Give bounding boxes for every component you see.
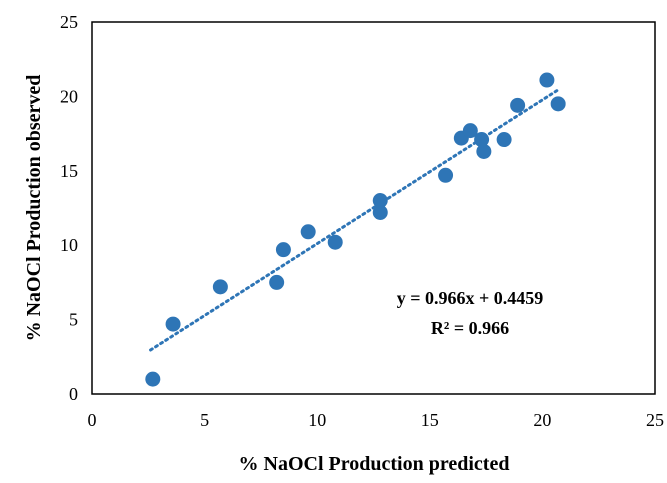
y-tick-label: 20 (60, 86, 78, 106)
y-tick-label: 10 (60, 235, 78, 255)
data-point (212, 279, 228, 295)
x-tick-label: 10 (308, 410, 326, 430)
data-point (474, 132, 490, 148)
x-axis-title: % NaOCl Production predicted (239, 453, 510, 475)
trendline-equation: y = 0.966x + 0.4459 (397, 288, 544, 308)
r-squared-label: R² = 0.966 (431, 318, 509, 338)
y-tick-label: 0 (69, 384, 78, 404)
x-tick-label: 5 (200, 410, 209, 430)
trendline (149, 88, 560, 352)
data-points (145, 72, 566, 387)
data-point (275, 242, 291, 258)
data-point (438, 167, 454, 183)
y-tick-label: 25 (60, 12, 78, 32)
x-tick-label: 15 (421, 410, 439, 430)
y-tick-label: 5 (69, 310, 78, 330)
x-tick-label: 20 (533, 410, 551, 430)
y-tick-label: 15 (60, 161, 78, 181)
data-point (372, 193, 388, 209)
x-tick-label: 0 (88, 410, 97, 430)
data-point (550, 96, 566, 112)
data-point (539, 72, 555, 88)
data-point (165, 316, 181, 332)
data-point (510, 97, 526, 113)
y-tick-labels: 0 5 10 15 20 25 (60, 12, 78, 404)
data-point (496, 132, 512, 148)
data-point (145, 371, 161, 387)
data-point (476, 143, 492, 159)
data-point (327, 234, 343, 250)
data-point (372, 204, 388, 220)
x-tick-label: 25 (646, 410, 664, 430)
data-point (300, 224, 316, 240)
data-point (269, 274, 285, 290)
x-tick-labels: 0 5 10 15 20 25 (88, 410, 665, 430)
data-point (462, 123, 478, 139)
plot-area-frame (91, 21, 656, 395)
y-axis-title: % NaOCl Production observed (23, 75, 45, 342)
